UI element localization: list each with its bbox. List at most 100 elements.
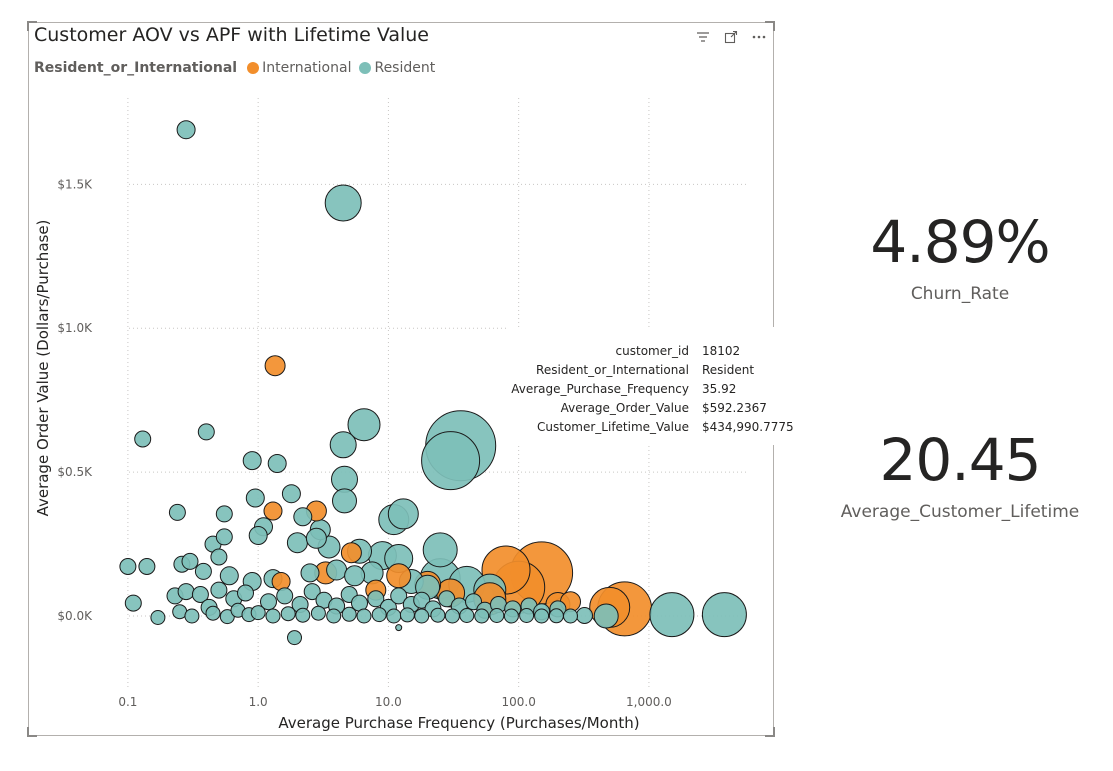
data-point-resident[interactable] — [414, 608, 430, 624]
data-point-resident[interactable] — [548, 608, 564, 624]
average-lifetime-card[interactable]: 20.45 Average_Customer_Lifetime — [840, 418, 1080, 522]
data-point-resident[interactable] — [399, 607, 415, 623]
resize-handle-bottom-right[interactable] — [765, 727, 775, 737]
data-point-resident[interactable] — [219, 566, 239, 586]
data-point-resident[interactable] — [395, 624, 403, 632]
data-point-resident[interactable] — [422, 532, 458, 568]
data-point-resident[interactable] — [326, 608, 342, 624]
data-point-resident[interactable] — [310, 605, 326, 621]
data-point-resident[interactable] — [181, 552, 199, 570]
data-point-resident[interactable] — [215, 505, 233, 523]
data-point-resident[interactable] — [459, 608, 475, 623]
data-point-resident[interactable] — [168, 503, 186, 521]
data-point-resident[interactable] — [265, 608, 281, 624]
tooltip-value: $434,990.7775 — [702, 420, 794, 434]
data-point-resident[interactable] — [138, 558, 156, 575]
data-point-resident[interactable] — [387, 498, 419, 530]
data-point-international[interactable] — [263, 501, 283, 521]
data-point-resident[interactable] — [260, 593, 277, 611]
data-point-resident[interactable] — [413, 591, 431, 609]
data-point-resident[interactable] — [205, 605, 221, 621]
data-point-resident[interactable] — [191, 586, 209, 603]
filter-icon[interactable] — [695, 29, 711, 45]
y-tick-label: $0.5K — [57, 465, 93, 479]
data-point-resident[interactable] — [184, 608, 200, 624]
data-point-resident[interactable] — [197, 423, 215, 441]
data-point-resident[interactable] — [371, 607, 387, 623]
data-point-resident[interactable] — [305, 527, 327, 549]
more-options-icon[interactable] — [751, 29, 767, 45]
data-point-resident[interactable] — [576, 607, 593, 624]
data-point-resident[interactable] — [295, 607, 311, 623]
data-point-resident[interactable] — [367, 590, 385, 608]
data-point-resident[interactable] — [280, 606, 296, 622]
data-point-resident[interactable] — [250, 605, 266, 621]
data-point-resident[interactable] — [344, 565, 366, 587]
data-point-resident[interactable] — [134, 430, 152, 448]
data-point-resident[interactable] — [386, 608, 402, 624]
data-point-resident[interactable] — [245, 488, 265, 508]
data-point-resident[interactable] — [210, 548, 228, 566]
data-point-resident[interactable] — [150, 610, 166, 625]
data-point-resident[interactable] — [177, 583, 195, 601]
data-point-resident[interactable] — [248, 526, 268, 545]
data-point-resident[interactable] — [293, 507, 313, 527]
data-point-resident[interactable] — [176, 120, 196, 140]
x-tick-label: 10.0 — [375, 695, 402, 709]
legend-label-international: International — [262, 60, 352, 76]
data-point-resident[interactable] — [474, 608, 490, 624]
y-axis-label: Average Order Value (Dollars/Purchase) — [34, 220, 52, 517]
data-point-resident[interactable] — [194, 562, 212, 580]
resize-handle-top-right[interactable] — [765, 21, 775, 31]
data-point-resident[interactable] — [210, 581, 228, 599]
data-point-resident[interactable] — [286, 532, 308, 554]
churn-rate-card[interactable]: 4.89% Churn_Rate — [850, 200, 1070, 304]
data-point-resident[interactable] — [119, 558, 137, 575]
data-point-international[interactable] — [340, 542, 362, 564]
data-point-resident[interactable] — [519, 608, 535, 623]
focus-mode-icon[interactable] — [723, 29, 739, 45]
y-tick-label: $0.0K — [57, 609, 93, 623]
data-point-resident[interactable] — [215, 528, 233, 546]
data-point-resident[interactable] — [390, 587, 408, 605]
data-point-resident[interactable] — [300, 563, 320, 583]
data-point-resident[interactable] — [326, 559, 348, 581]
x-tick-label: 100.0 — [501, 695, 535, 709]
data-point-resident[interactable] — [341, 606, 357, 622]
data-point-resident[interactable] — [356, 608, 372, 624]
data-point-resident[interactable] — [503, 608, 519, 624]
legend-marker-resident — [359, 62, 372, 74]
data-point-international[interactable] — [271, 572, 291, 591]
data-point-resident[interactable] — [124, 594, 142, 612]
data-point-resident[interactable] — [267, 454, 287, 473]
data-point-resident[interactable] — [276, 587, 294, 605]
legend-item-resident[interactable]: Resident — [359, 60, 435, 76]
resize-handle-bottom-left[interactable] — [27, 727, 37, 737]
data-point-resident[interactable] — [242, 451, 262, 471]
data-point-resident[interactable] — [430, 607, 446, 623]
data-point-resident[interactable] — [421, 431, 481, 491]
data-point-international[interactable] — [264, 355, 286, 377]
data-point-resident[interactable] — [649, 592, 695, 638]
data-point-resident[interactable] — [303, 583, 321, 601]
data-point-resident[interactable] — [489, 608, 505, 623]
legend-item-international[interactable]: International — [247, 60, 351, 76]
data-point-resident[interactable] — [329, 431, 357, 459]
data-point-resident[interactable] — [324, 184, 362, 222]
data-point-resident[interactable] — [465, 593, 482, 611]
resize-handle-top-left[interactable] — [27, 21, 37, 31]
data-point-resident[interactable] — [563, 608, 578, 624]
tooltip-row-customer-id: customer_id 18102 — [508, 344, 776, 363]
data-point-resident[interactable] — [287, 630, 302, 646]
data-point-resident[interactable] — [347, 408, 381, 442]
data-point-resident[interactable] — [237, 584, 254, 602]
chart-canvas[interactable]: 0.1 1.0 10.0 100.0 1,000.0 $0.0K $0.5K $1.0K $1.… — [29, 23, 775, 737]
data-point-resident[interactable] — [593, 603, 619, 629]
data-point-resident[interactable] — [534, 608, 550, 624]
data-point-resident[interactable] — [444, 608, 460, 624]
data-point-resident[interactable] — [701, 592, 747, 638]
data-point-resident[interactable] — [438, 590, 456, 608]
data-point-international[interactable] — [386, 563, 412, 589]
data-point-resident[interactable] — [281, 484, 301, 504]
data-point-resident[interactable] — [332, 488, 357, 514]
